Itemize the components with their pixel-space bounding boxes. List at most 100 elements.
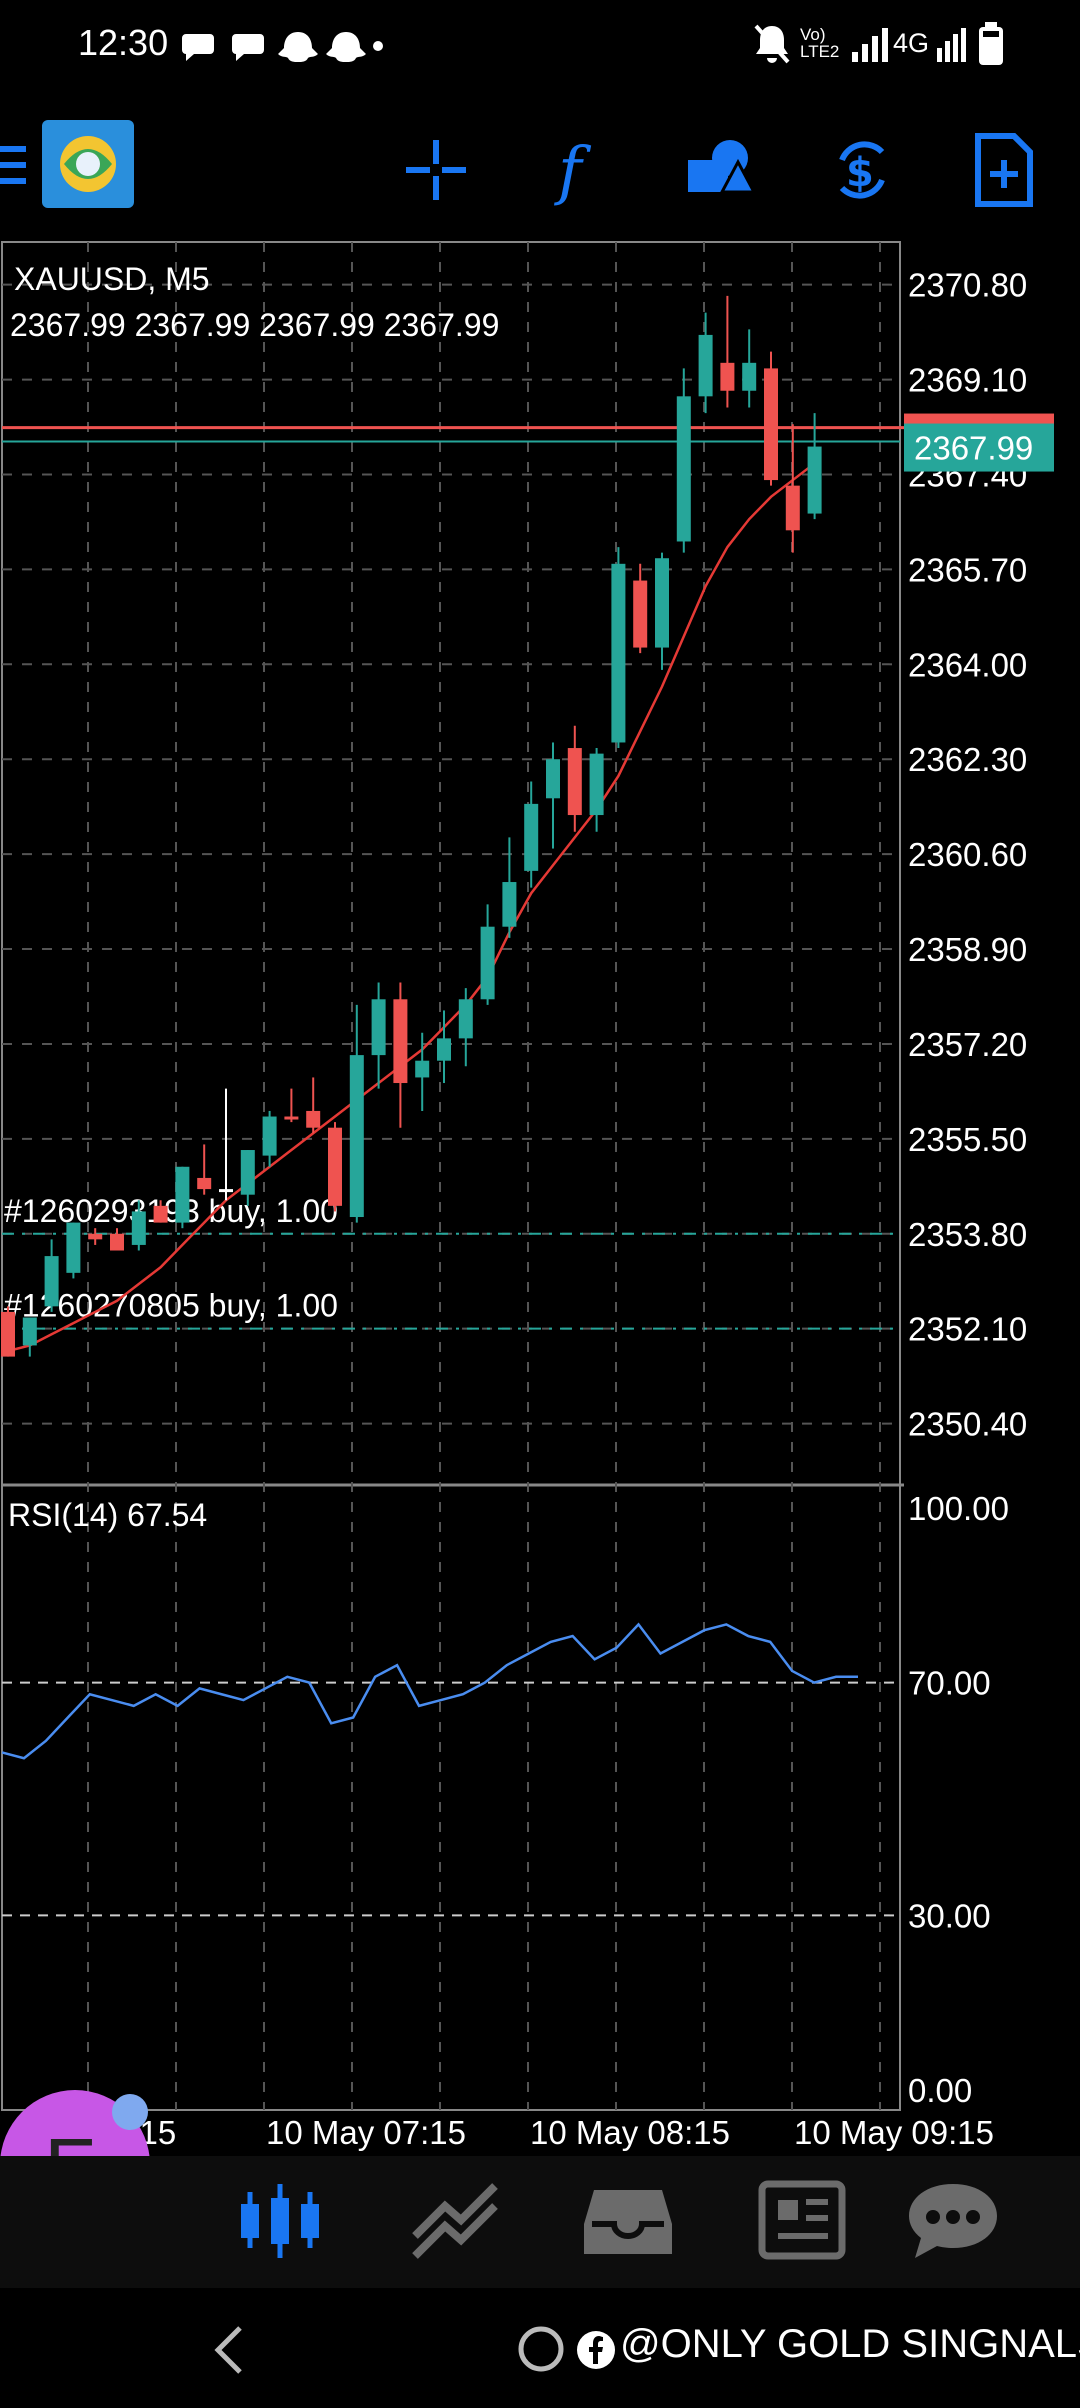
candle — [66, 1222, 81, 1279]
trade-dollar-icon[interactable]: $ — [822, 130, 902, 210]
candle — [22, 1317, 37, 1357]
ma-line — [7, 462, 816, 1353]
candle-body — [698, 334, 713, 397]
objects-icon[interactable] — [680, 130, 760, 210]
trade-icon[interactable] — [405, 2170, 505, 2270]
candle — [371, 982, 386, 1089]
time-tick-label: 10 May 07:15 — [266, 2114, 466, 2151]
candle-body — [349, 1055, 364, 1218]
price-tick-label: 2355.50 — [908, 1121, 1027, 1158]
network-type: 4G — [893, 28, 930, 58]
candle — [633, 563, 648, 654]
candle-body — [175, 1166, 190, 1223]
price-tick-label: 2365.70 — [908, 551, 1027, 588]
signal-icon — [852, 28, 888, 62]
candle-body — [284, 1116, 299, 1120]
messages-icon[interactable] — [903, 2170, 1003, 2270]
battery-icon — [979, 22, 1003, 65]
candle — [480, 904, 495, 1005]
candle-body — [655, 558, 669, 648]
history-icon[interactable] — [578, 2170, 678, 2270]
price-tick-label: 2353.80 — [908, 1216, 1027, 1253]
candle — [175, 1166, 190, 1229]
candle — [262, 1110, 277, 1167]
candle-body — [371, 999, 386, 1056]
candle-body — [524, 803, 539, 871]
message-icon — [232, 34, 264, 61]
order-label: #1260270805 buy, 1.00 — [4, 1288, 338, 1324]
price-chart[interactable]: #1260293193 buy, 1.00 #1260270805 buy, 1.… — [0, 240, 1080, 2160]
status-time: 12:30 — [78, 22, 169, 63]
price-tick-label: 2370.80 — [908, 267, 1027, 304]
candle — [349, 1004, 364, 1223]
symbol-timeframe: XAUUSD, M5 — [14, 261, 210, 297]
candle-body — [437, 1038, 451, 1061]
order-lines: #1260293193 buy, 1.00 #1260270805 buy, 1.… — [2, 426, 915, 1330]
bell-off-icon — [754, 24, 790, 64]
candle — [458, 988, 473, 1067]
metatrader-logo-icon[interactable] — [42, 120, 134, 208]
candle — [1, 1306, 15, 1357]
facebook-icon — [577, 2331, 615, 2369]
svg-text:$: $ — [846, 150, 874, 196]
candle — [567, 725, 582, 832]
status-bar: 12:30 Vo) LTE2 4G — [0, 0, 1080, 92]
candle-body — [742, 362, 757, 391]
candle-body — [153, 1205, 168, 1223]
candle-body — [219, 1189, 233, 1193]
price-tick-label: 2369.10 — [908, 362, 1027, 399]
candle — [131, 1200, 146, 1251]
candle-body — [110, 1233, 124, 1251]
chart-frame — [1, 241, 901, 2111]
candle — [611, 547, 626, 749]
candle-body — [785, 485, 800, 531]
menu-icon[interactable] — [0, 140, 30, 190]
price-tick-label: 2364.00 — [908, 646, 1027, 683]
signal-icon — [937, 28, 966, 62]
back-icon[interactable] — [208, 2322, 248, 2378]
candle — [655, 552, 669, 670]
candle-body — [458, 999, 473, 1039]
price-tick-label: 2360.60 — [908, 836, 1027, 873]
new-order-icon[interactable] — [964, 130, 1044, 210]
candle-body — [720, 362, 735, 391]
watermark-text: @ONLY GOLD SINGNALS — [620, 2322, 1080, 2366]
snapchat-icon — [278, 32, 318, 62]
time-tick-label: 10 May 08:15 — [530, 2114, 730, 2151]
news-icon[interactable] — [752, 2170, 852, 2270]
candle-body — [1, 1311, 15, 1357]
status-dot-icon — [112, 2094, 148, 2130]
svg-text:f: f — [554, 134, 592, 208]
bottom-navigation — [0, 2156, 1080, 2288]
candle — [807, 413, 822, 520]
more-dot-icon — [373, 41, 383, 51]
price-axis: 2370.802369.102367.402365.702364.002362.… — [112, 267, 1054, 2151]
candle-body — [393, 999, 408, 1084]
notification-icons — [182, 32, 383, 62]
ohlc-readout: 2367.99 2367.99 2367.99 2367.99 — [10, 307, 499, 343]
candle — [44, 1239, 59, 1312]
crosshair-icon[interactable] — [396, 130, 476, 210]
candle — [502, 837, 517, 938]
candle-body — [807, 446, 822, 514]
chart-icon[interactable] — [230, 2170, 330, 2270]
indicators-icon[interactable]: f — [538, 130, 618, 210]
moving-average — [7, 462, 816, 1353]
price-tick-label: 2357.20 — [908, 1026, 1027, 1063]
chart-grid — [1, 241, 904, 2111]
candle — [197, 1144, 212, 1195]
candle — [785, 424, 800, 553]
candle-body — [240, 1150, 255, 1195]
price-tick-label: 2362.30 — [908, 741, 1027, 778]
candle-body — [66, 1222, 81, 1273]
candle-body — [306, 1110, 321, 1128]
candle-body — [676, 396, 691, 542]
candle-body — [44, 1256, 59, 1307]
candle-body — [546, 759, 560, 799]
snapchat-icon — [326, 32, 366, 62]
candle — [88, 1228, 103, 1245]
home-icon[interactable] — [516, 2324, 566, 2374]
candle — [720, 295, 735, 408]
candle-body — [589, 753, 604, 816]
price-tick-label: 2358.90 — [908, 931, 1027, 968]
